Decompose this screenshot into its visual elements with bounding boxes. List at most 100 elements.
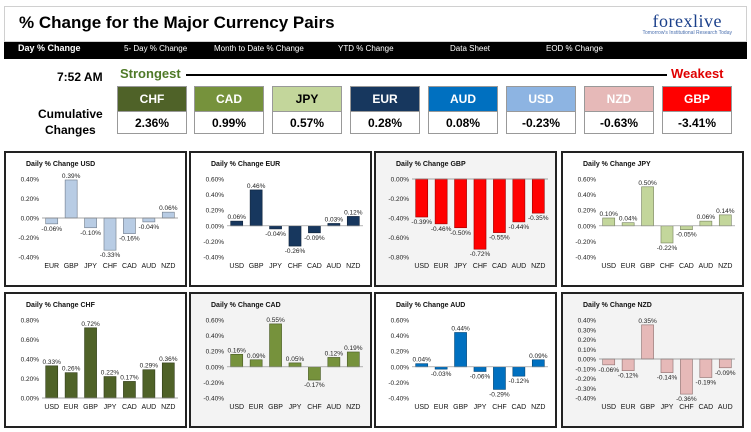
data-label: 0.17% [120, 374, 139, 381]
bar-gbp [269, 323, 282, 368]
data-label: 0.16% [227, 347, 246, 354]
x-tick-label: USD [229, 404, 244, 411]
y-tick-label: -0.40% [18, 255, 39, 262]
currency-value: 0.99% [195, 111, 263, 133]
data-label: 0.50% [638, 180, 657, 187]
data-label: -0.04% [139, 224, 160, 231]
currency-value: 0.28% [351, 111, 419, 133]
chart-title: Daily % Change NZD [583, 302, 652, 309]
bar-chf [308, 366, 321, 381]
nav-tab-day-change[interactable]: Day % Change [18, 43, 81, 53]
nav-tab-eod-change[interactable]: EOD % Change [546, 44, 603, 53]
y-tick-label: -0.20% [388, 196, 409, 203]
data-label: 0.14% [716, 208, 735, 215]
y-tick-label: -0.40% [575, 255, 596, 262]
y-tick-label: 0.60% [391, 318, 410, 325]
data-label: -0.36% [676, 396, 697, 403]
currency-value: -0.63% [585, 111, 653, 133]
x-tick-label: JPY [661, 404, 674, 411]
bar-eur [434, 366, 448, 370]
data-label: 0.29% [140, 363, 159, 370]
y-tick-label: -0.40% [388, 396, 409, 403]
cumulative-label-line2: Changes [45, 123, 96, 137]
data-label: -0.29% [489, 391, 510, 398]
currency-value: -0.23% [507, 111, 575, 133]
x-tick-label: AUD [141, 404, 156, 411]
x-tick-label: NZD [161, 263, 175, 270]
data-label: 0.46% [247, 183, 266, 190]
bar-usd [415, 178, 429, 218]
nav-bar: Day % Change 5- Day % Change Month to Da… [4, 42, 747, 59]
y-tick-label: 0.00% [578, 357, 597, 364]
bar-aud [512, 178, 526, 223]
y-tick-label: -0.40% [203, 396, 224, 403]
x-tick-label: USD [414, 263, 429, 270]
bar-gbp [64, 179, 78, 219]
currency-box-chf: CHF 2.36% [117, 86, 187, 134]
currency-box-nzd: NZD -0.63% [584, 86, 654, 134]
nav-tab-ytd-change[interactable]: YTD % Change [338, 44, 394, 53]
bar-aud [327, 357, 341, 368]
x-tick-label: EUR [621, 404, 636, 411]
y-tick-label: 0.40% [391, 333, 410, 340]
x-tick-label: JPY [104, 404, 117, 411]
x-tick-label: AUD [141, 263, 156, 270]
bar-aud [327, 223, 341, 227]
timestamp: 7:52 AM [57, 70, 103, 84]
chart-panel-gbp: Daily % Change GBP 0.00% -0.20% -0.40% -0.6… [374, 151, 557, 287]
chart-title: Daily % Change CAD [211, 302, 281, 309]
chart-title: Daily % Change USD [26, 161, 96, 168]
currency-box-gbp: GBP -3.41% [662, 86, 732, 134]
data-label: 0.36% [159, 356, 178, 363]
currency-code: CAD [195, 87, 263, 111]
bar-gbp [641, 324, 654, 360]
x-tick-label: NZD [346, 404, 360, 411]
bar-usd [45, 365, 59, 399]
currency-value: 0.57% [273, 111, 341, 133]
y-tick-label: 0.20% [578, 208, 597, 215]
bar-eur [621, 222, 635, 227]
data-label: -0.05% [676, 232, 697, 239]
bar-chart-svg: 0.40% 0.20% 0.00% -0.20% -0.40% -0.06% EUR 0.39… [18, 173, 178, 270]
bar-cad [699, 358, 713, 378]
data-label: -0.10% [80, 230, 101, 237]
x-tick-label: CAD [122, 404, 137, 411]
y-tick-label: 0.60% [206, 318, 225, 325]
strongest-label: Strongest [120, 66, 181, 81]
bar-cad [123, 217, 136, 234]
data-label: 0.33% [42, 359, 61, 366]
currency-value: 2.36% [118, 111, 186, 133]
logo-tagline: Tomorrow's Institutional Research Today [642, 30, 732, 36]
x-tick-label: EUR [44, 263, 59, 270]
x-tick-label: CAD [492, 263, 507, 270]
bar-cad [680, 225, 693, 231]
x-tick-label: CAD [307, 263, 322, 270]
bar-nzd [161, 211, 175, 219]
currency-box-jpy: JPY 0.57% [272, 86, 342, 134]
data-label: 0.26% [62, 366, 81, 373]
x-tick-label: JPY [454, 263, 467, 270]
data-label: 0.09% [247, 353, 266, 360]
currency-code: GBP [663, 87, 731, 111]
x-tick-label: NZD [531, 263, 545, 270]
data-label: -0.04% [265, 231, 286, 238]
chart-panel-usd: Daily % Change USD 0.40% 0.20% 0.00% -0.20%… [4, 151, 187, 287]
bar-cad [512, 366, 526, 377]
x-tick-label: NZD [718, 263, 732, 270]
data-label: 0.35% [638, 318, 657, 325]
nav-tab-5-day-change[interactable]: 5- Day % Change [124, 44, 188, 53]
data-label: -0.06% [470, 373, 491, 380]
nav-tab-month-to-date-change[interactable]: Month to Date % Change [214, 44, 304, 53]
y-tick-label: -0.40% [575, 396, 596, 403]
x-tick-label: AUD [718, 404, 733, 411]
nav-tab-data-sheet[interactable]: Data Sheet [450, 44, 491, 53]
y-tick-label: 0.20% [391, 349, 410, 356]
x-tick-label: JPY [269, 263, 282, 270]
page-header: % Change for the Major Currency Pairs fo… [4, 6, 747, 42]
x-tick-label: GBP [64, 263, 79, 270]
x-tick-label: CHF [660, 263, 674, 270]
y-tick-label: 0.40% [21, 177, 40, 184]
forexlive-logo[interactable]: forexlive Tomorrow's Institutional Resea… [642, 11, 732, 36]
x-tick-label: CHF [473, 263, 487, 270]
bar-nzd [346, 351, 360, 368]
